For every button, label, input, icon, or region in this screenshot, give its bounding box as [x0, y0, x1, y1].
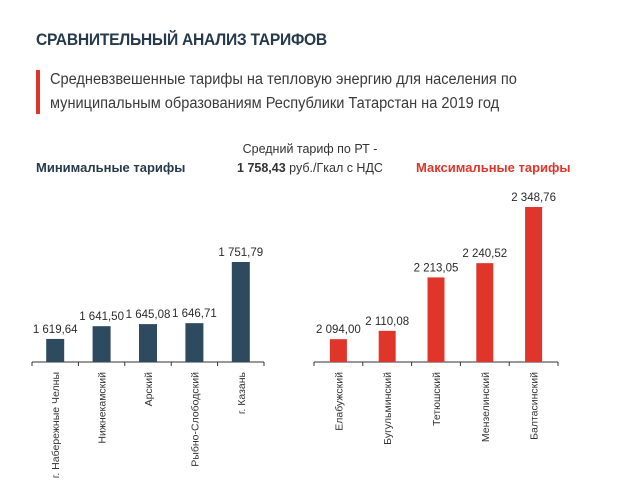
min-bar — [185, 323, 204, 362]
min-category-label: Рыбно-Слободский — [189, 372, 201, 467]
max-category-label: Елабужский — [333, 372, 345, 431]
average-tariff-unit: руб./Гкал с НДС — [285, 161, 383, 175]
min-category-label: Нижнекамский — [97, 372, 109, 444]
min-bar — [139, 324, 157, 362]
average-tariff-line1: Средний тариф по РТ - — [242, 142, 378, 156]
min-value-label: 1 751,79 — [218, 247, 263, 259]
page-title: СРАВНИТЕЛЬНЫЙ АНАЛИЗ ТАРИФОВ — [36, 30, 327, 49]
max-category-label: Мензелинский — [480, 372, 492, 442]
max-category-label: Балтасинский — [529, 372, 541, 440]
min-value-label: 1 619,64 — [33, 324, 78, 336]
max-value-label: 2 110,08 — [365, 316, 409, 328]
min-bar — [46, 338, 65, 362]
max-bar — [476, 263, 494, 362]
subtitle: Средневзвешенные тарифы на тепловую энер… — [50, 71, 517, 112]
min-value-label: 1 645,08 — [126, 309, 171, 321]
min-category-label: г. Набережные Челны — [50, 372, 62, 478]
max-value-label: 2 094,00 — [316, 324, 361, 336]
max-value-label: 2 240,52 — [462, 248, 507, 260]
max-bar — [427, 277, 445, 362]
min-value-label: 1 646,71 — [172, 308, 217, 320]
max-value-label: 2 213,05 — [414, 262, 459, 274]
max-bar — [525, 207, 543, 362]
max-bar — [329, 339, 347, 362]
max-category-label: Тетюшский — [431, 372, 443, 426]
min-category-label: Арский — [143, 372, 155, 407]
min-tariffs-label: Минимальные тарифы — [36, 160, 186, 175]
min-bar — [92, 326, 111, 362]
average-tariff-line2: 1 758,43 руб./Гкал с НДС — [220, 159, 400, 178]
min-category-label: г. Казань — [236, 371, 248, 414]
accent-bar — [36, 70, 40, 114]
max-category-label: Бугульминский — [382, 372, 394, 445]
max-value-label: 2 348,76 — [511, 192, 556, 204]
average-tariff-value: 1 758,43 — [237, 161, 286, 175]
min-value-label: 1 641,50 — [79, 311, 124, 323]
max-bar — [378, 330, 396, 362]
max-tariffs-label: Максимальные тарифы — [416, 160, 571, 175]
min-bar — [231, 262, 250, 362]
average-tariff-note: Средний тариф по РТ - 1 758,43 руб./Гкал… — [220, 140, 400, 178]
